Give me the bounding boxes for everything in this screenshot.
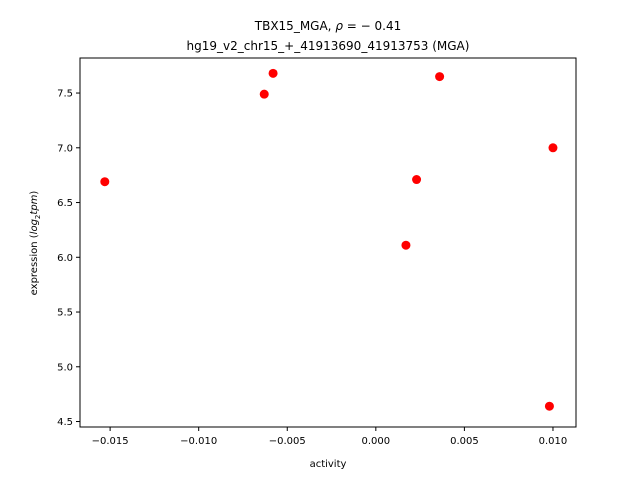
y-axis-ticks: 4.5 5.0 5.5 6.0 6.5 7.0 7.5 (57, 89, 80, 428)
ylabel-tpm: tpm (29, 194, 40, 214)
ylabel-sub: 2 (34, 215, 42, 219)
title-prefix: TBX15_MGA, (254, 19, 336, 33)
data-point (544, 401, 554, 411)
y-tick-label: 4.5 (57, 417, 73, 428)
data-point (548, 143, 558, 153)
x-tick-label: 0.010 (539, 436, 568, 447)
ylabel-log: log (29, 219, 40, 234)
y-tick-label: 7.5 (57, 89, 73, 100)
ylabel-suffix: ) (29, 191, 40, 195)
y-tick-label: 5.0 (57, 362, 73, 373)
x-tick-label: 0.000 (362, 436, 391, 447)
chart-title-line1: TBX15_MGA, ρ = − 0.41 (254, 19, 401, 33)
data-point (259, 89, 269, 99)
data-point (435, 72, 445, 82)
data-point (412, 175, 422, 185)
x-tick-label: 0.005 (450, 436, 479, 447)
data-point (401, 240, 411, 250)
y-tick-label: 6.0 (57, 253, 73, 264)
title-suffix: = − 0.41 (343, 19, 401, 33)
data-points (100, 68, 558, 411)
plot-frame (79, 57, 577, 428)
x-tick-label: −0.005 (269, 436, 306, 447)
y-tick-label: 7.0 (57, 143, 73, 154)
chart-title-line2: hg19_v2_chr15_+_41913690_41913753 (MGA) (187, 39, 470, 53)
ylabel-prefix: expression ( (29, 234, 40, 295)
x-axis-ticks: −0.015 −0.010 −0.005 0.000 0.005 0.010 (92, 427, 568, 447)
y-tick-label: 5.5 (57, 308, 73, 319)
data-point (268, 68, 278, 78)
x-tick-label: −0.015 (92, 436, 129, 447)
y-axis-label: expression (log2tpm) (29, 191, 42, 296)
title-rho: ρ (335, 19, 343, 33)
x-axis-label: activity (310, 459, 347, 470)
x-tick-label: −0.010 (180, 436, 217, 447)
data-point (100, 177, 110, 187)
y-tick-label: 6.5 (57, 198, 73, 209)
